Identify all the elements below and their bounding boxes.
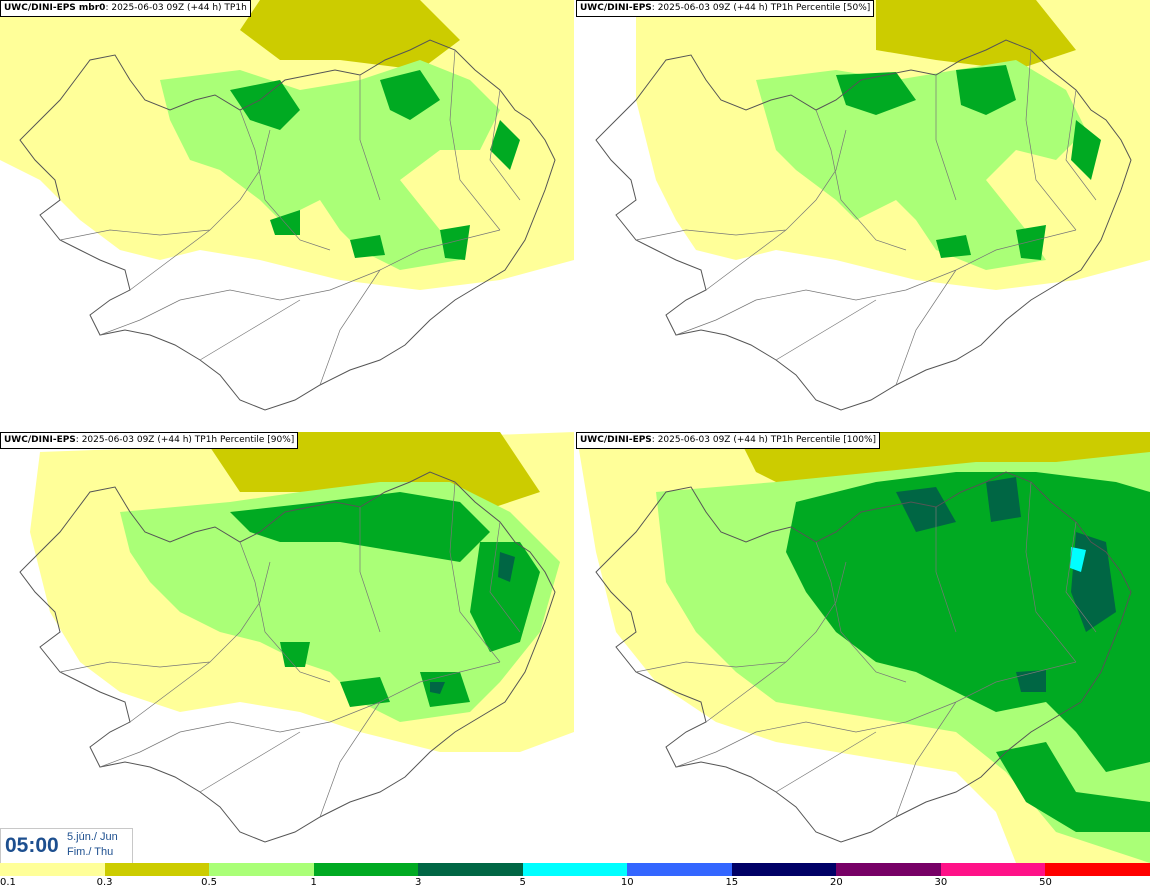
- valid-time-box: 05:00 5.jún./ Jun Fim./ Thu: [0, 828, 133, 864]
- panel-source: UWC/DINI-EPS mbr0: [4, 3, 106, 13]
- legend-tick-label: 0.5: [201, 877, 218, 888]
- legend-tick-label: 0.3: [96, 877, 113, 888]
- legend-swatch: [1045, 863, 1150, 876]
- map-panel-p90: UWC/DINI-EPS: 2025-06-03 09Z (+44 h) TP1…: [0, 432, 574, 863]
- legend-tick-label: 5: [519, 877, 526, 888]
- map-panel-p50: UWC/DINI-EPS: 2025-06-03 09Z (+44 h) TP1…: [576, 0, 1150, 431]
- valid-date-line1: 5.jún./ Jun: [67, 831, 118, 843]
- precipitation-map: [595, 0, 1150, 411]
- valid-date-line2: Fim./ Thu: [67, 846, 114, 858]
- panel-title: UWC/DINI-EPS: 2025-06-03 09Z (+44 h) TP1…: [576, 432, 881, 449]
- legend-swatch: [731, 863, 837, 876]
- panel-info: : 2025-06-03 09Z (+44 h) TP1h Percentile…: [651, 3, 871, 13]
- legend-swatch: [104, 863, 210, 876]
- legend-tick-label: 0.1: [0, 877, 16, 888]
- legend-swatch: [209, 863, 314, 876]
- panel-info: : 2025-06-03 09Z (+44 h) TP1h Percentile…: [651, 435, 877, 445]
- precipitation-map: [19, 432, 574, 843]
- precip-field-heavy: [756, 60, 1086, 270]
- legend-swatch: [0, 863, 105, 876]
- panel-info: : 2025-06-03 09Z (+44 h) TP1h: [105, 3, 247, 13]
- panel-info: : 2025-06-03 09Z (+44 h) TP1h Percentile…: [75, 435, 295, 445]
- precip-field-strong: [230, 492, 540, 707]
- map-panel-p100: UWC/DINI-EPS: 2025-06-03 09Z (+44 h) TP1…: [576, 432, 1150, 863]
- legend-tick-label: 15: [725, 877, 739, 888]
- legend-swatch: [836, 863, 941, 876]
- map-panel-mbr0: UWC/DINI-EPS mbr0: 2025-06-03 09Z (+44 h…: [0, 0, 574, 431]
- legend-swatch: [627, 863, 732, 876]
- precip-field-strong: [786, 472, 1150, 832]
- panel-source: UWC/DINI-EPS: [580, 3, 652, 13]
- legend-tick-label: 30: [934, 877, 948, 888]
- panel-source: UWC/DINI-EPS: [580, 435, 652, 445]
- panel-title: UWC/DINI-EPS: 2025-06-03 09Z (+44 h) TP1…: [576, 0, 875, 17]
- precip-field-strong: [230, 70, 520, 260]
- legend-swatch: [940, 863, 1046, 876]
- legend-tick-label: 1: [310, 877, 317, 888]
- valid-time-clock: 05:00: [5, 834, 59, 857]
- legend-tick-label: 50: [1039, 877, 1052, 888]
- panel-source: UWC/DINI-EPS: [4, 435, 76, 445]
- precipitation-map: [576, 432, 1150, 863]
- legend-swatch: [522, 863, 628, 876]
- color-legend: 0.1 0.3 0.5 1 3 5 10 15 20 30 50: [0, 863, 1150, 891]
- precipitation-map: [0, 0, 574, 411]
- panel-title: UWC/DINI-EPS: 2025-06-03 09Z (+44 h) TP1…: [0, 432, 299, 449]
- precip-field-medium: [876, 0, 1076, 70]
- precip-field-very-strong: [896, 477, 1116, 692]
- legend-tick-label: 3: [414, 877, 422, 888]
- legend-tick-label: 10: [620, 877, 634, 888]
- precip-field-extreme: [1070, 547, 1086, 572]
- panel-title: UWC/DINI-EPS mbr0: 2025-06-03 09Z (+44 h…: [0, 0, 251, 17]
- legend-bar: [0, 863, 1150, 876]
- precip-field-very-strong: [430, 552, 515, 694]
- legend-swatch: [418, 863, 523, 876]
- legend-tick-label: 20: [829, 877, 843, 888]
- legend-swatch: [313, 863, 419, 876]
- precip-field-strong: [836, 65, 1101, 260]
